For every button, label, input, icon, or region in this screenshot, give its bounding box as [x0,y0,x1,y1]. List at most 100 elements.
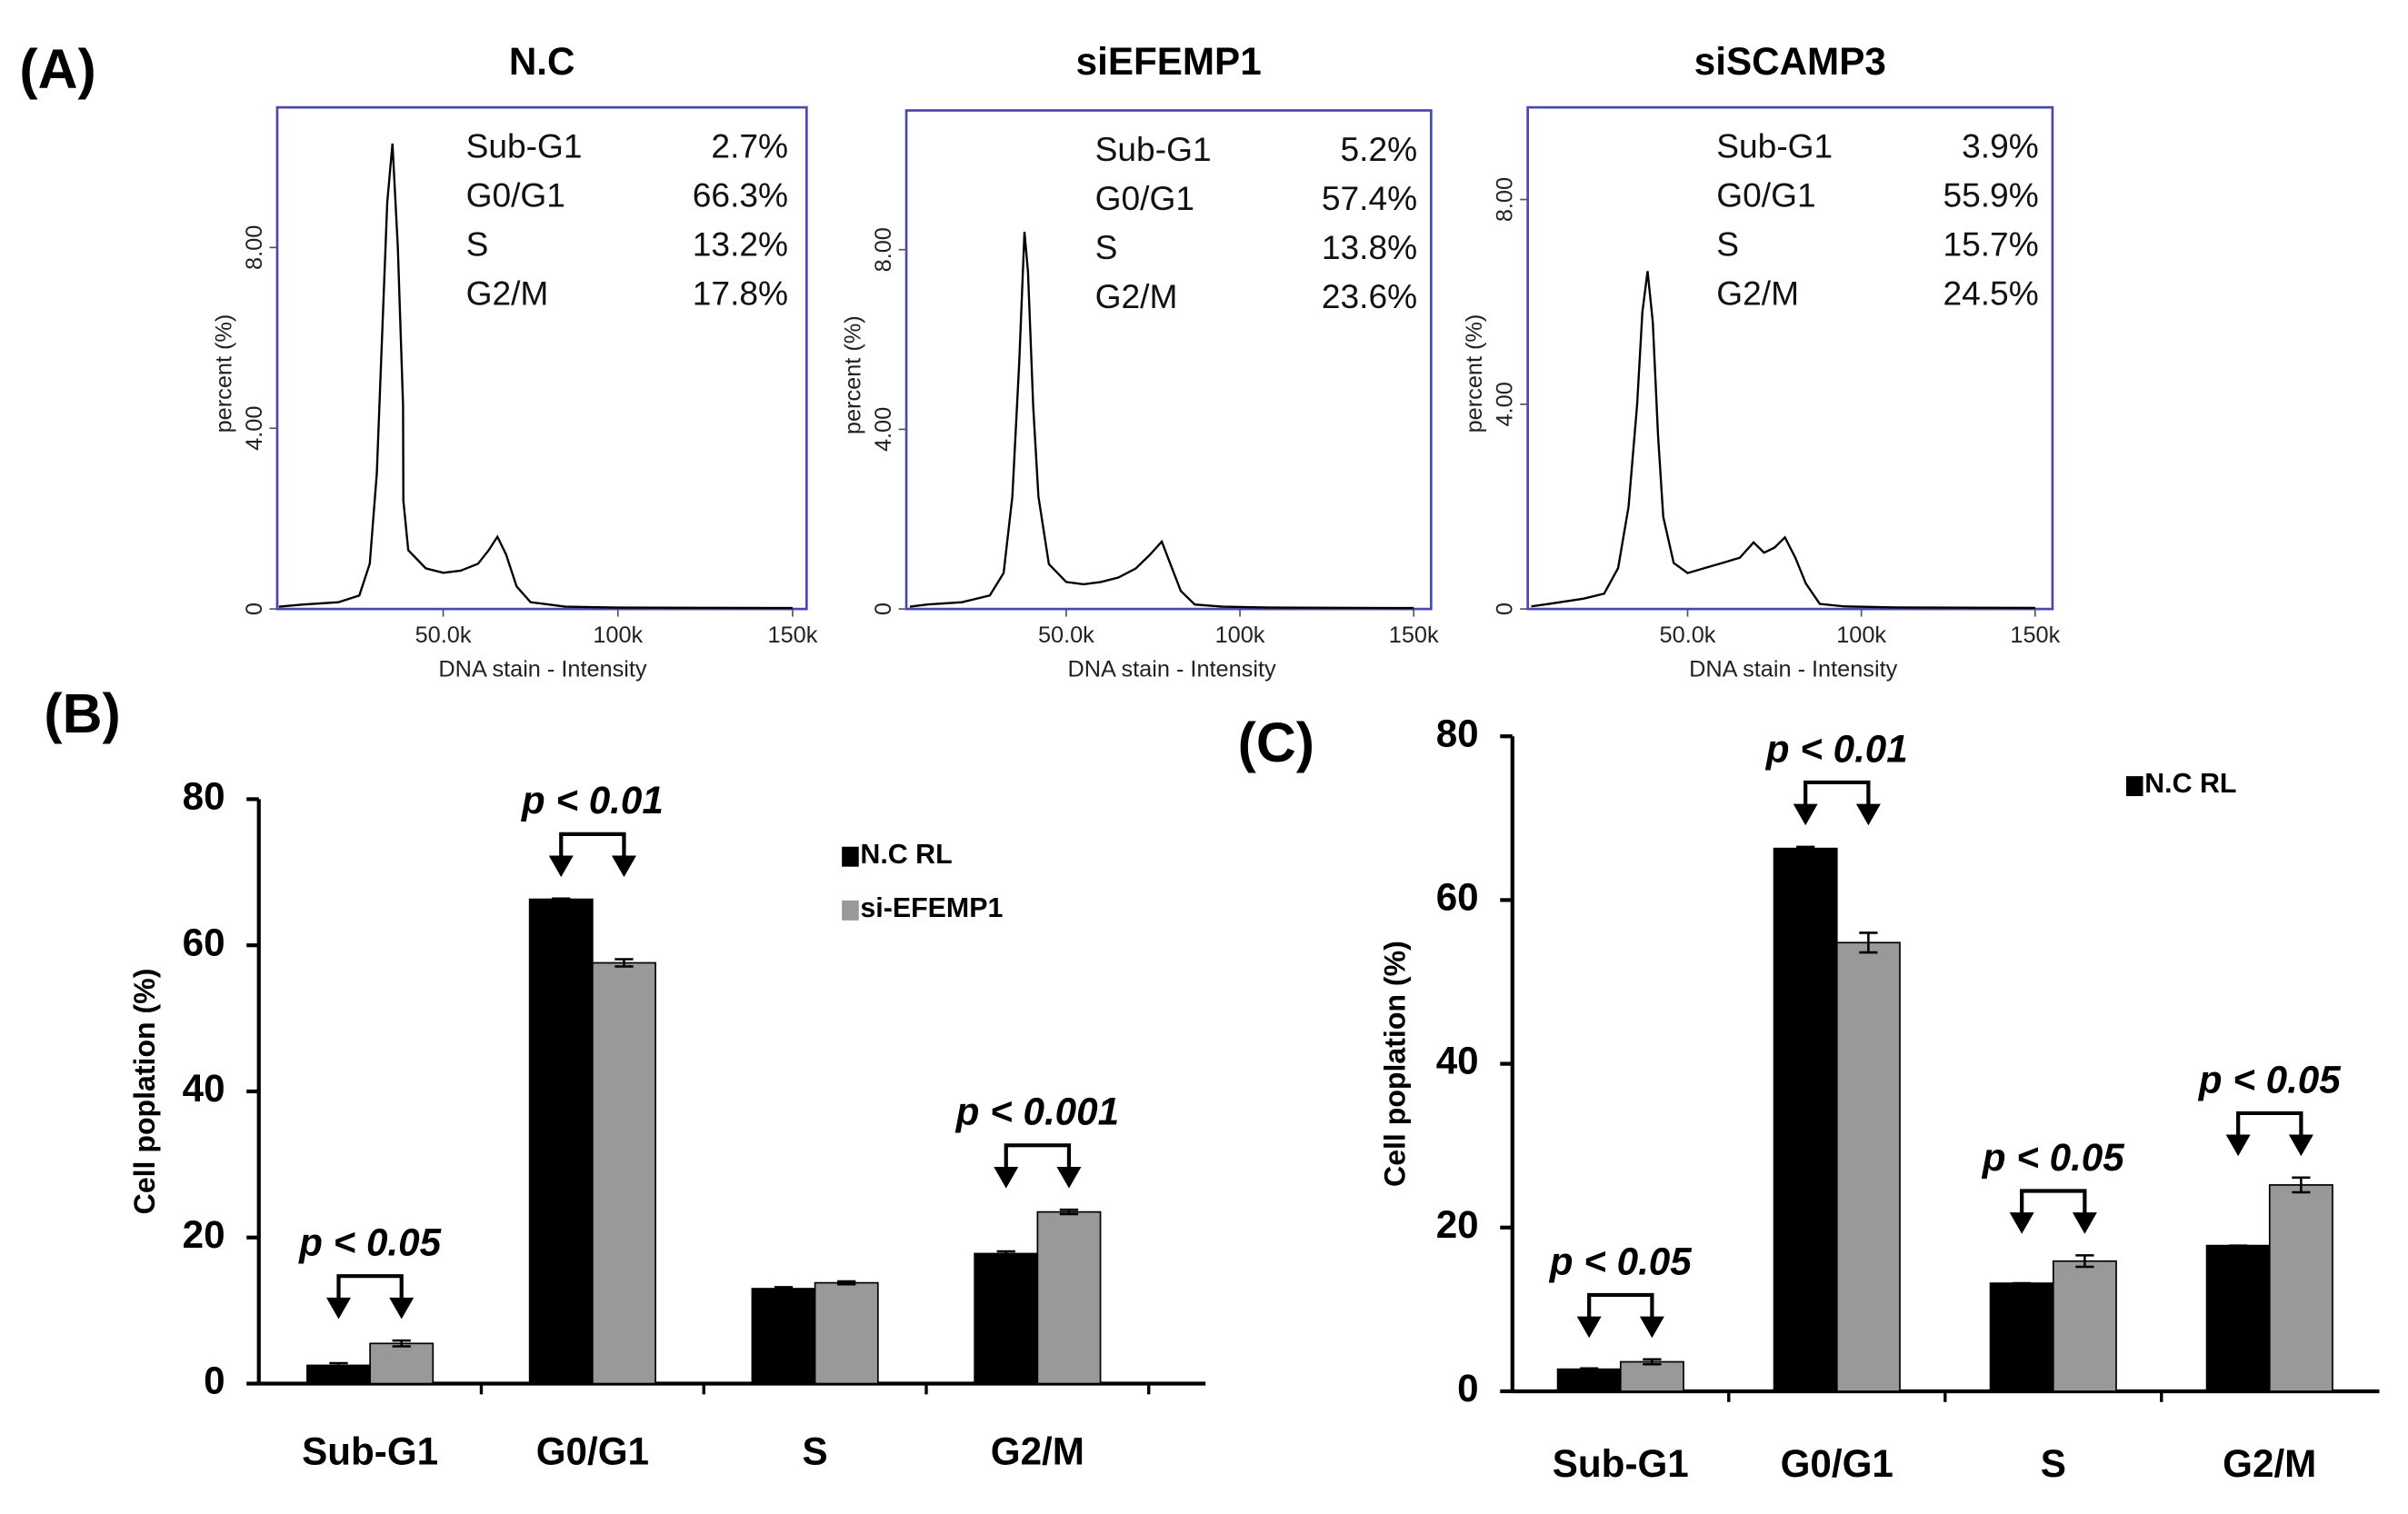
bar [1619,1360,1684,1392]
error-bar [996,1250,1015,1258]
x-tick-label: G2/M [2223,1442,2316,1485]
stat-phase: Sub-G1 [1095,130,1212,168]
error-bar [1859,931,1878,954]
p-value: p < 0.05 [1549,1240,1692,1282]
stat-phase: G0/G1 [1716,176,1815,214]
p-value: p < 0.05 [2198,1058,2341,1101]
bar [751,1288,816,1385]
panel-label: (C) [1238,712,1314,773]
arrowhead [548,855,574,878]
error-bar [1580,1367,1599,1371]
y-tick-label: 20 [183,1213,225,1256]
x-tick-label: Sub-G1 [302,1429,438,1472]
panel-label: (A) [19,38,95,100]
y-tick-label: 4.00 [242,406,267,451]
arrowhead [1855,803,1881,826]
significance-bracket [1804,780,1871,813]
histogram-line [909,231,1414,610]
x-tick-label: S [2041,1442,2066,1485]
error-bar [329,1361,348,1370]
y-axis-label: Cell poplation (%) [1379,941,1412,1187]
p-value: p < 0.01 [1765,727,1908,770]
arrowhead [2288,1134,2313,1157]
y-tick-label: 60 [1436,876,1479,919]
error-bar [2075,1254,2094,1269]
legend-swatch [842,846,859,867]
bar [1036,1210,1102,1385]
bar [2268,1184,2333,1392]
y-tick-label: 60 [183,921,225,963]
p-value: p < 0.001 [955,1091,1119,1133]
x-tick-label: 100k [1836,623,1886,648]
x-axis-label: DNA stain - Intensity [1067,656,1276,682]
arrowhead [1639,1316,1664,1339]
bar [528,898,594,1385]
arrowhead [2225,1134,2251,1157]
x-tick-label: 100k [593,623,643,648]
x-tick-label: G0/G1 [1781,1442,1893,1485]
y-tick-label: 8.00 [242,225,267,270]
plot-frame [904,109,1433,611]
y-tick-label: 40 [183,1067,225,1110]
plot-frame [275,105,808,611]
x-tick-label: 50.0k [415,623,472,648]
stat-phase: S [1095,228,1118,266]
y-tick-label: 0 [242,603,267,615]
error-bar [1643,1358,1662,1366]
x-axis-label: DNA stain - Intensity [1689,656,1898,682]
stat-value: 55.9% [1943,176,2038,214]
stat-value: 2.7% [711,127,788,165]
arrowhead [2009,1212,2034,1234]
arrowhead [1793,803,1818,826]
x-tick-label: 150k [768,623,818,648]
p-value: p < 0.05 [1982,1136,2124,1179]
stat-phase: G2/M [1095,277,1178,315]
stat-value: 66.3% [693,176,788,214]
histogram-line [278,143,793,610]
stat-phase: S [466,225,489,264]
y-axis-label: percent (%) [211,314,236,433]
x-tick-label: 50.0k [1038,623,1094,648]
x-tick-label: G0/G1 [536,1429,649,1472]
y-tick-label: 4.00 [1493,382,1518,426]
x-tick-label: 100k [1215,623,1265,648]
bar [1989,1282,2054,1392]
stat-value: 23.6% [1322,277,1417,315]
arrowhead [611,855,636,878]
y-tick-label: 0 [204,1360,225,1402]
arrowhead [325,1297,352,1320]
x-tick-label: 150k [1389,623,1439,648]
error-bar [614,958,634,968]
significance-bracket [1587,1292,1654,1326]
legend-swatch [2125,776,2143,797]
y-tick-label: 80 [1436,712,1479,754]
y-tick-label: 0 [1493,603,1518,615]
x-tick-label: G2/M [991,1429,1084,1472]
error-bar [774,1286,794,1291]
error-bar [2292,1176,2311,1194]
arrowhead [1056,1166,1082,1189]
significance-bracket [336,1274,404,1307]
error-bar [552,897,571,901]
stat-value: 57.4% [1322,179,1417,217]
error-bar [1059,1208,1079,1216]
arrowhead [2072,1212,2097,1234]
y-tick-label: 40 [1436,1040,1479,1082]
stat-phase: G0/G1 [1095,179,1194,217]
y-tick-label: 8.00 [1493,177,1518,222]
plot-frame [1526,105,2054,611]
y-tick-label: 8.00 [871,227,896,272]
legend-label: si-EFEMP1 [860,892,1003,923]
stat-phase: G2/M [466,274,549,313]
bar [1835,941,1901,1392]
y-tick-label: 0 [1457,1367,1478,1409]
stat-phase: S [1716,225,1739,264]
chart-title: N.C [509,40,575,83]
stat-value: 24.5% [1943,274,2038,313]
p-value: p < 0.05 [298,1221,441,1264]
y-tick-label: 80 [183,775,225,818]
y-axis-label: percent (%) [1462,314,1487,433]
stat-value: 13.8% [1322,228,1417,266]
stat-value: 13.2% [693,225,788,264]
